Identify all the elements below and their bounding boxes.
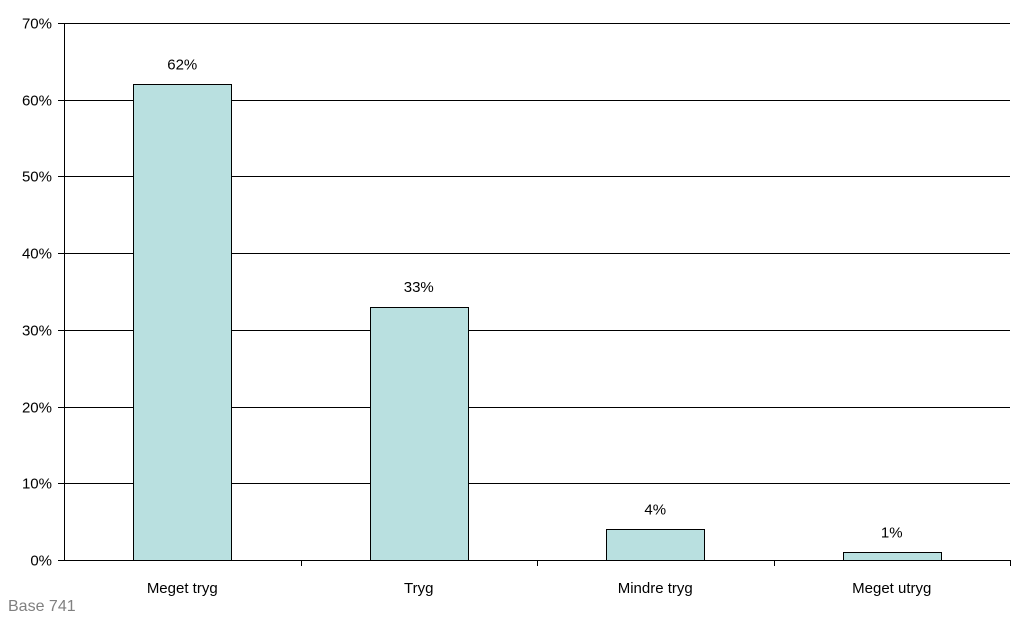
axes bbox=[64, 23, 1011, 566]
bar bbox=[370, 307, 469, 561]
y-tick-label: 0% bbox=[30, 553, 52, 570]
y-tick-label: 30% bbox=[22, 323, 52, 340]
data-labels: 62% 33% 4% 1% bbox=[167, 56, 902, 541]
x-category-label: Meget tryg bbox=[147, 580, 218, 597]
y-tick-label: 60% bbox=[22, 93, 52, 110]
bar-value-label: 4% bbox=[644, 501, 666, 518]
y-tick-label: 20% bbox=[22, 400, 52, 417]
bar-value-label: 62% bbox=[167, 56, 197, 73]
bar-value-label: 1% bbox=[881, 524, 903, 541]
x-category-label: Mindre tryg bbox=[618, 580, 693, 597]
x-category-label: Meget utryg bbox=[852, 580, 931, 597]
y-tick-label: 70% bbox=[22, 16, 52, 33]
bar-value-label: 33% bbox=[404, 279, 434, 296]
y-axis-ticks: 0% 10% 20% 30% 40% 50% 60% 70% bbox=[22, 16, 64, 570]
bar bbox=[606, 529, 705, 561]
y-tick-label: 50% bbox=[22, 169, 52, 186]
base-footnote: Base 741 bbox=[8, 598, 76, 615]
x-axis-labels: Meget tryg Tryg Mindre tryg Meget utryg bbox=[147, 580, 932, 597]
x-category-label: Tryg bbox=[404, 580, 433, 597]
bar bbox=[133, 84, 232, 561]
bars bbox=[133, 84, 942, 561]
y-tick-label: 40% bbox=[22, 246, 52, 263]
y-tick-label: 10% bbox=[22, 476, 52, 493]
bar bbox=[843, 552, 942, 561]
